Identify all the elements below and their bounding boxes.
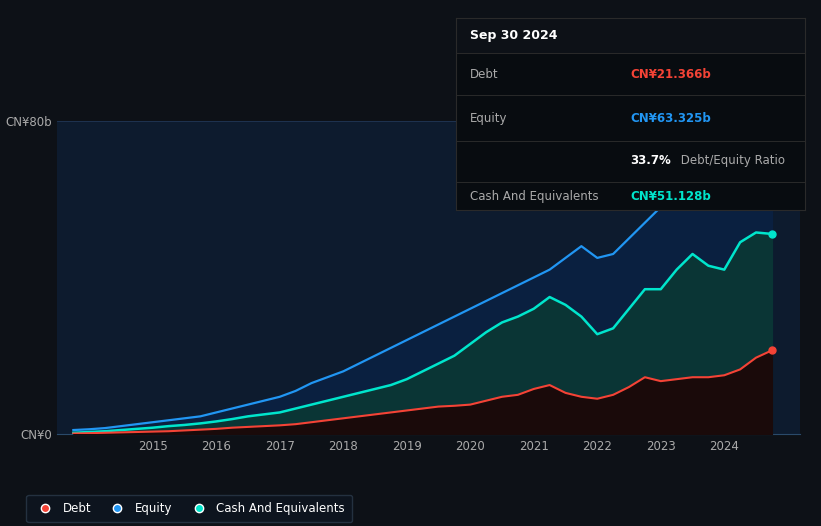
- Text: CN¥51.128b: CN¥51.128b: [631, 189, 711, 203]
- Text: Debt/Equity Ratio: Debt/Equity Ratio: [677, 154, 785, 167]
- Text: Cash And Equivalents: Cash And Equivalents: [470, 189, 599, 203]
- Text: Debt: Debt: [470, 67, 498, 80]
- Text: CN¥21.366b: CN¥21.366b: [631, 67, 711, 80]
- Text: 33.7%: 33.7%: [631, 154, 671, 167]
- Legend: Debt, Equity, Cash And Equivalents: Debt, Equity, Cash And Equivalents: [26, 495, 352, 522]
- Text: CN¥63.325b: CN¥63.325b: [631, 112, 711, 125]
- Bar: [456, 18, 805, 53]
- Text: Equity: Equity: [470, 112, 507, 125]
- Text: Sep 30 2024: Sep 30 2024: [470, 29, 557, 42]
